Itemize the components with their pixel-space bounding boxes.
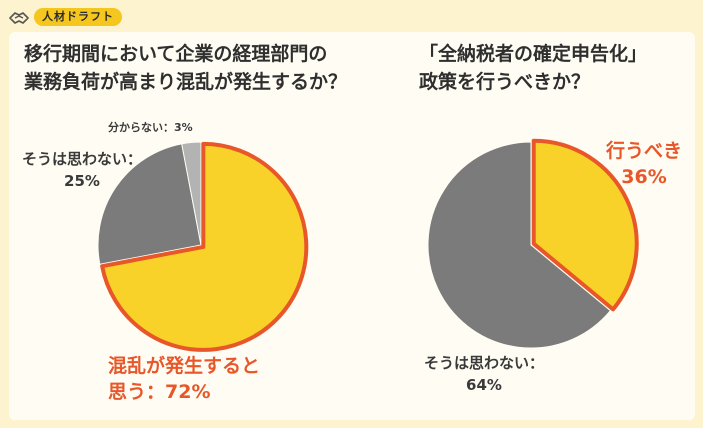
slice-label-left-unknown: 分からない：3% xyxy=(108,121,193,134)
pie-chart-left xyxy=(97,141,309,352)
pie-chart-right xyxy=(427,138,639,349)
brand-name: 人材ドラフト xyxy=(34,8,122,26)
chart-title-right-line-2: 政策を行うべきか？ xyxy=(419,71,591,93)
pie-left-slice-1 xyxy=(97,143,202,265)
handshake-icon xyxy=(9,12,29,24)
pie-left-slice-2 xyxy=(181,141,202,246)
pie-left-slice-highlight xyxy=(100,141,309,352)
slice-label-left-yes: 混乱が発生すると 思う：72% xyxy=(108,355,261,403)
brand-logo: 人材ドラフト xyxy=(8,6,122,28)
chart-title-right: 「全納税者の確定申告化」 政策を行うべきか？ xyxy=(419,40,647,96)
chart-title-left-line-1: 移行期間において企業の経理部門の xyxy=(24,43,328,65)
slice-label-right-no: そうは思わない： 64% xyxy=(424,354,545,394)
chart-title-right-line-1: 「全納税者の確定申告化」 xyxy=(419,43,648,65)
chart-title-left: 移行期間において企業の経理部門の 業務負荷が高まり混乱が発生するか？ xyxy=(24,40,347,96)
chart-title-left-line-2: 業務負荷が高まり混乱が発生するか？ xyxy=(24,71,348,93)
slice-label-left-no: そうは思わない： 25% xyxy=(22,150,143,190)
pie-right-slice-1 xyxy=(427,141,612,349)
pie-right-slice-highlight xyxy=(531,138,639,312)
slice-label-right-yes: 行うべき 36% xyxy=(606,140,683,188)
